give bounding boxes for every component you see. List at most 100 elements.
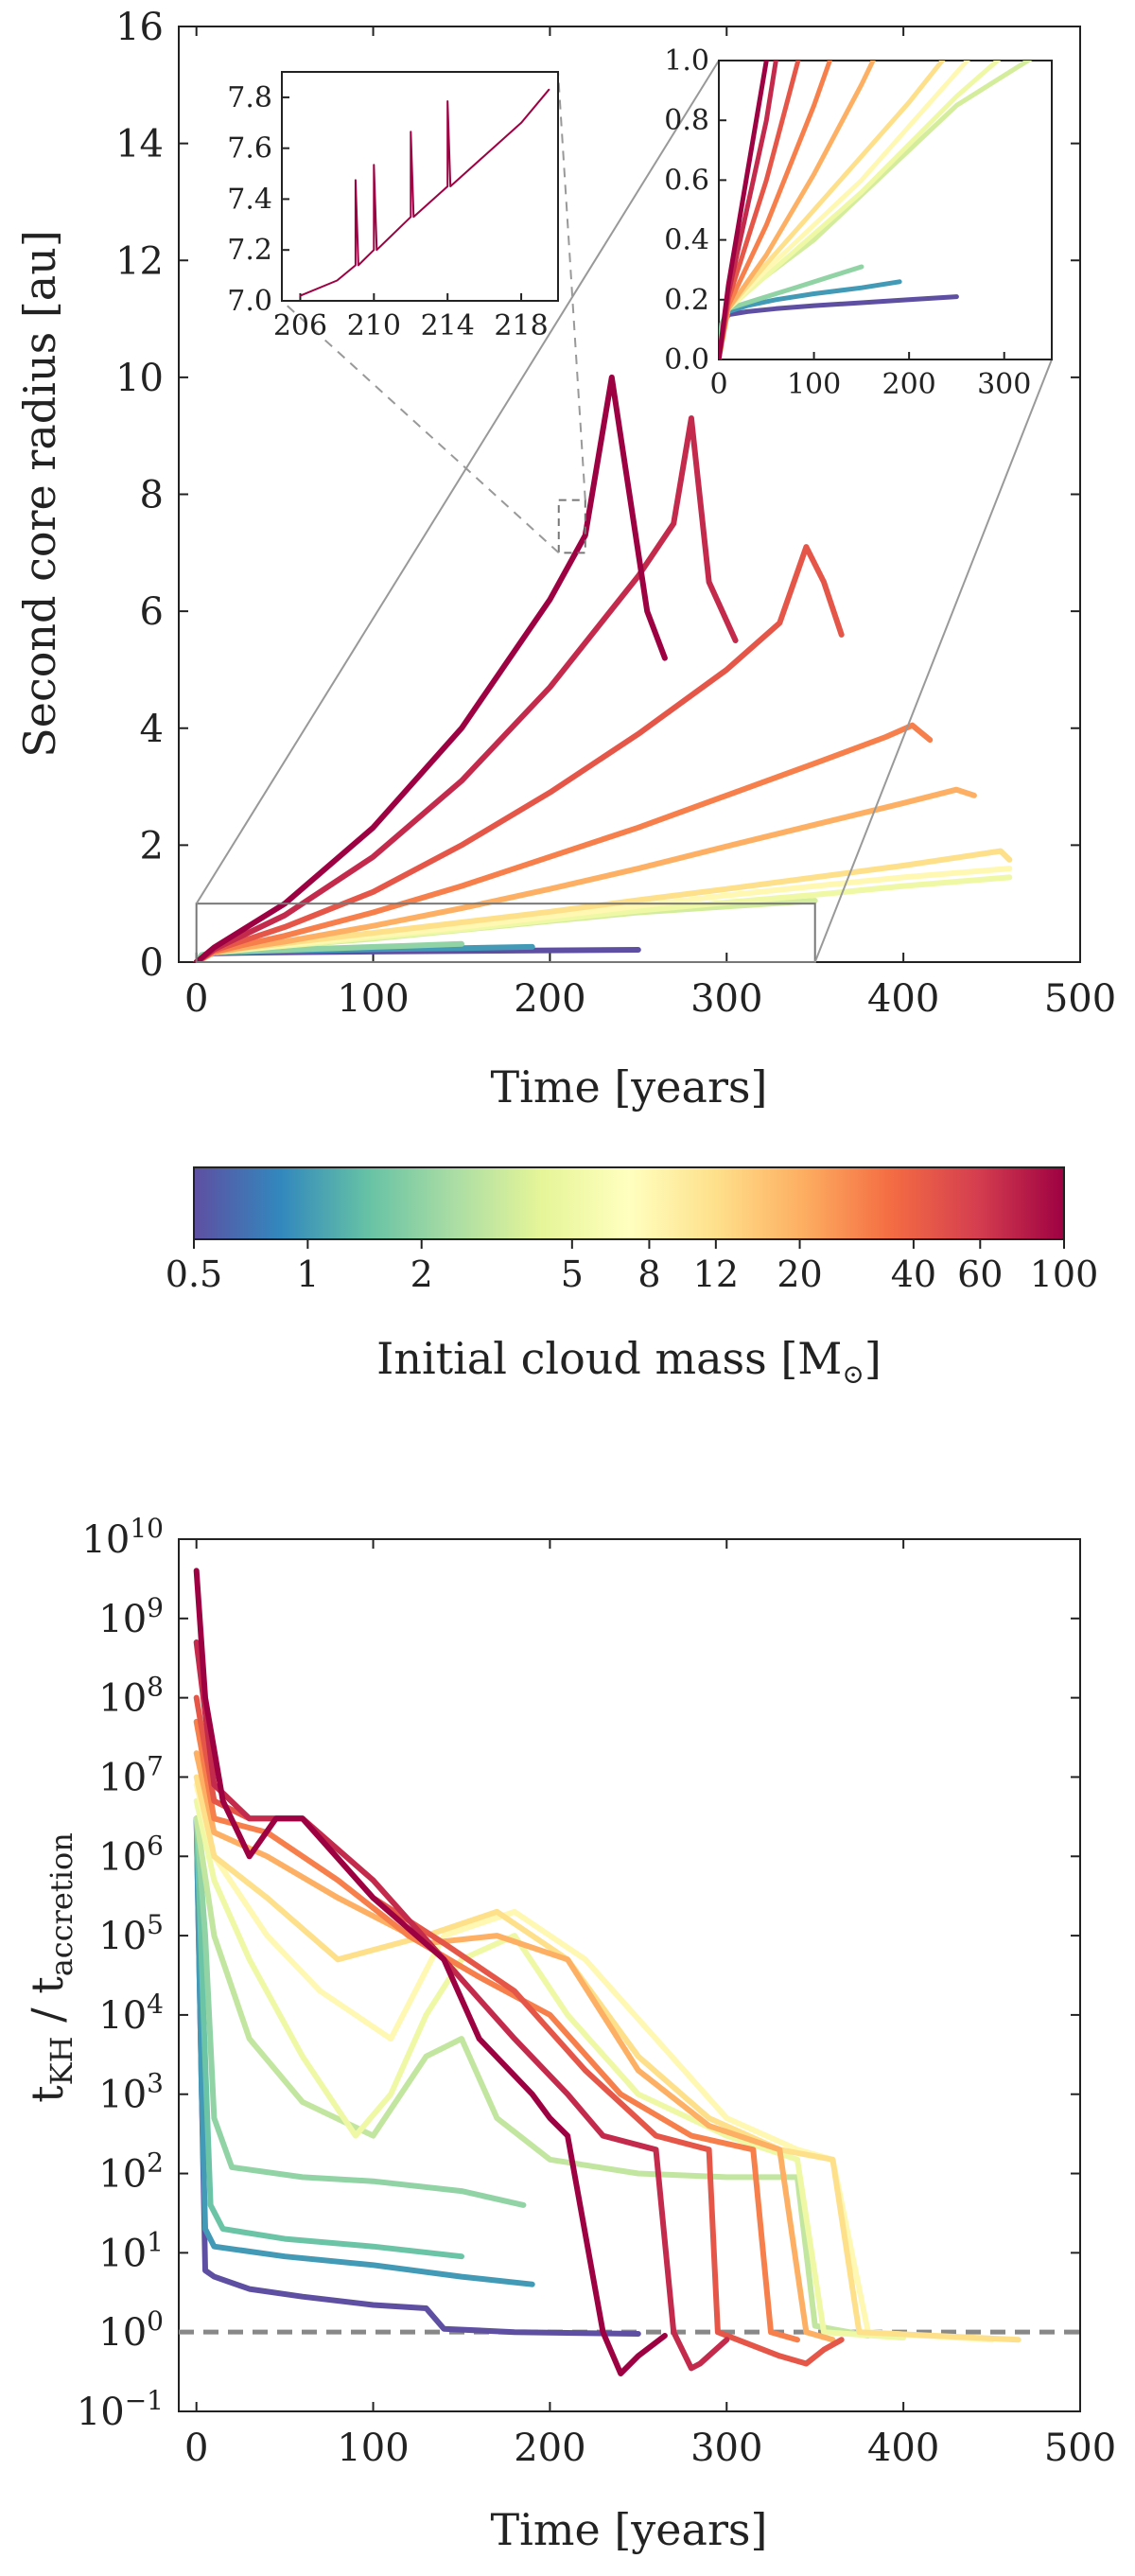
inset-x-tick-label: 0 — [709, 368, 727, 401]
ratio-series — [179, 1568, 1080, 2376]
y-tick-label: 12 — [115, 239, 164, 283]
x-tick-label: 0 — [184, 2427, 208, 2470]
radius-zoom-indicators — [195, 60, 1053, 963]
y-tick-label: 103 — [98, 2068, 164, 2117]
zoom-box — [195, 902, 816, 963]
radius-series — [193, 374, 1013, 962]
x-tick-label: 300 — [690, 977, 762, 1021]
y-tick-label: 102 — [98, 2147, 164, 2197]
y-tick-label: 14 — [115, 123, 164, 166]
inset-y-tick-label: 7.8 — [227, 81, 272, 114]
y-tick-label: 4 — [140, 708, 164, 751]
y-tick-label: 8 — [140, 474, 164, 517]
inset-series-line — [719, 61, 801, 359]
series-line — [193, 1639, 730, 2372]
zoom-box — [557, 499, 586, 554]
inset-series-line — [719, 61, 778, 359]
y-tick-label: 1010 — [81, 1513, 164, 1562]
x-tick-label: 100 — [337, 2427, 409, 2470]
colorbar-tick-label: 100 — [1030, 1253, 1099, 1295]
inset-series — [299, 88, 550, 297]
colorbar-tick-label: 40 — [891, 1253, 936, 1295]
x-tick-label: 400 — [867, 2427, 939, 2470]
inset-series-line — [719, 61, 833, 359]
series-line — [193, 722, 934, 962]
series-line — [193, 415, 739, 962]
inset-axes: 206 210 214 218 7.0 7.2 7.4 7.6 7.8 — [227, 81, 548, 342]
y-tick-label: 109 — [98, 1592, 164, 1641]
y-tick-label: 100 — [98, 2305, 164, 2355]
inset-series-line — [719, 61, 876, 359]
timescale-ratio-chart: 0 100 200 300 400 500 10−1 100 101 102 103 104 105 10… — [22, 1513, 1116, 2555]
y-tick-label: 16 — [115, 6, 164, 49]
series-line — [193, 1815, 464, 2260]
inset-series-line — [719, 61, 970, 359]
ratio-axes: 0 100 200 300 400 500 10−1 100 101 102 103 104 105 10… — [77, 1513, 1116, 2470]
colorbar-tick-label: 5 — [561, 1253, 584, 1295]
inset-y-tick-label: 7.2 — [227, 234, 272, 267]
inset-x-tick-label: 200 — [882, 368, 936, 401]
x-tick-label: 500 — [1044, 977, 1116, 1021]
inset-y-tick-label: 0.8 — [664, 104, 709, 137]
inset-x-tick-label: 214 — [421, 309, 475, 342]
inset-y-tick-label: 0.4 — [664, 224, 709, 257]
colorbar-tick-label: 0.5 — [166, 1253, 222, 1295]
inset-axes: 0 100 200 300 0.0 0.2 0.4 0.6 0.8 1.0 — [664, 44, 1031, 401]
colorbar-tick-label: 20 — [777, 1253, 822, 1295]
series-line — [193, 1718, 800, 2343]
colorbar-tick-label: 2 — [410, 1253, 433, 1295]
y-tick-label: 107 — [98, 1750, 164, 1799]
y-tick-label: 104 — [98, 1989, 164, 2038]
ratio-x-axis-title: Time [years] — [491, 2504, 768, 2555]
inset-zoom-0-350: 0 100 200 300 0.0 0.2 0.4 0.6 0.8 1.0 — [664, 44, 1053, 401]
zoom-connector — [281, 300, 560, 554]
colorbar-tick-label: 60 — [957, 1253, 1003, 1295]
inset-y-tick-label: 0.2 — [664, 284, 709, 317]
zoom-connector — [195, 60, 720, 904]
series-line — [193, 1797, 907, 2341]
inset-x-tick-label: 100 — [787, 368, 841, 401]
colorbar-gradient — [193, 1166, 1065, 1240]
series-line — [193, 544, 845, 962]
inset-frame — [281, 71, 559, 302]
ratio-plot-frame — [178, 1538, 1081, 2412]
x-tick-label: 300 — [690, 2427, 762, 2470]
colorbar-tick-label: 1 — [296, 1253, 319, 1295]
series-line — [193, 1568, 668, 2376]
inset-y-tick-label: 7.6 — [227, 132, 272, 166]
x-tick-label: 200 — [514, 2427, 585, 2470]
inset-y-tick-label: 1.0 — [664, 44, 709, 78]
x-tick-label: 200 — [514, 977, 585, 1021]
series-line — [193, 1750, 836, 2343]
series-line — [193, 374, 668, 962]
zoom-connector — [557, 71, 586, 500]
radius-y-axis-title: Second core radius [au] — [14, 230, 65, 758]
radius-axes: 0 100 200 300 400 500 0 2 4 6 8 10 12 14 16 — [115, 6, 1116, 1021]
y-tick-label: 10 — [115, 357, 164, 400]
y-tick-label: 6 — [140, 590, 164, 634]
radius-chart: 0 100 200 300 400 500 0 2 4 6 8 10 12 14 16 Time [year… — [14, 6, 1116, 1113]
radius-x-axis-title: Time [years] — [491, 1061, 768, 1113]
y-tick-label: 0 — [140, 941, 164, 985]
inset-x-tick-label: 218 — [494, 309, 548, 342]
colorbar-tick-label: 12 — [693, 1253, 739, 1295]
colorbar-title: Initial cloud mass [M⊙] — [376, 1333, 882, 1390]
ratio-y-axis-title: tKH / taccretion — [22, 1832, 79, 2103]
inset-x-tick-label: 300 — [977, 368, 1031, 401]
series-line — [193, 786, 977, 962]
inset-series-line — [719, 61, 769, 359]
series-line — [193, 1815, 527, 2208]
inset-series-line — [299, 88, 550, 297]
y-tick-label: 108 — [98, 1672, 164, 1721]
x-tick-label: 0 — [184, 977, 208, 1021]
x-tick-label: 400 — [867, 977, 939, 1021]
inset-zoom-206-220: 206 210 214 218 7.0 7.2 7.4 7.6 7.8 — [227, 71, 559, 342]
inset-x-tick-label: 210 — [347, 309, 401, 342]
x-tick-label: 100 — [337, 977, 409, 1021]
zoom-connector — [813, 359, 1053, 963]
x-tick-label: 500 — [1044, 2427, 1116, 2470]
colorbar-ticks: 0.5 1 2 5 8 12 20 40 60 100 — [166, 1239, 1098, 1295]
inset-y-tick-label: 7.4 — [227, 183, 272, 216]
inset-y-tick-label: 0.0 — [664, 343, 709, 377]
y-tick-label: 10−1 — [77, 2385, 164, 2434]
